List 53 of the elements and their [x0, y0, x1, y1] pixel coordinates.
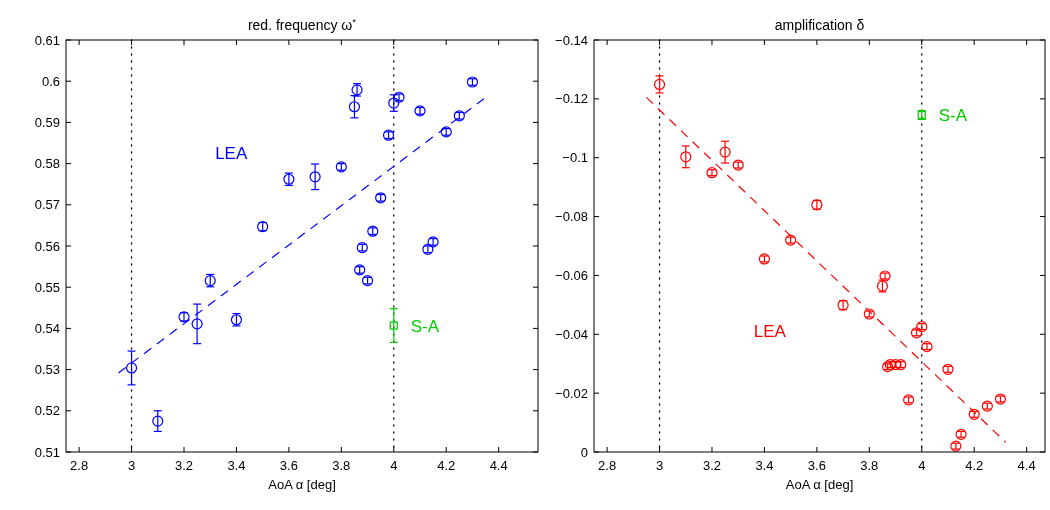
y-tick-label: −0.12 — [555, 91, 588, 107]
x-tick-label: 3.4 — [755, 458, 774, 473]
point — [389, 321, 398, 330]
x-tick-label: 3.6 — [807, 458, 826, 473]
x-tick-label: 2.8 — [598, 458, 617, 473]
x-tick-label: 3 — [655, 458, 664, 473]
series-label: S-A — [938, 106, 968, 126]
point — [191, 318, 203, 330]
y-tick-label: 0.51 — [34, 444, 60, 460]
y-tick-label: 0.58 — [34, 156, 60, 172]
x-tick-label: 4 — [390, 458, 398, 473]
x-tick-label: 4.2 — [965, 458, 984, 473]
y-tick-label: −0.06 — [555, 267, 588, 283]
text: LEA — [215, 144, 248, 164]
x-axis-title: AoA α [deg] — [268, 477, 336, 492]
point — [125, 362, 138, 374]
x-axis-title: AoA α [deg] — [785, 477, 854, 492]
point — [348, 101, 361, 113]
x-tick-label: 3 — [127, 458, 136, 473]
x-tick-label: 4.4 — [1017, 458, 1036, 473]
y-tick-label: 0.57 — [34, 197, 60, 213]
y-tick-label: 0 — [580, 444, 588, 460]
y-tick-label: −0.02 — [555, 385, 588, 401]
y-tick-label: 0.56 — [34, 238, 60, 254]
y-tick-label: 0.55 — [34, 279, 60, 295]
x-tick-label: 4.4 — [489, 458, 508, 473]
y-tick-label: 0.53 — [34, 362, 60, 378]
x-tick-label: 2.8 — [70, 458, 89, 473]
point — [152, 415, 164, 427]
text: LEA — [753, 321, 787, 341]
chart-title: red. frequency ω$^{*}$ — [247, 15, 357, 33]
point — [680, 151, 692, 163]
y-tick-label: 0.54 — [34, 320, 60, 336]
y-tick-label: −0.14 — [555, 32, 588, 48]
y-tick-label: 0.59 — [34, 114, 60, 130]
series-label: S-A — [410, 316, 440, 336]
y-tick-label: 0.61 — [34, 32, 60, 48]
y-tick-label: −0.08 — [555, 209, 588, 225]
y-tick-label: −0.04 — [555, 326, 588, 342]
x-tick-label: 3.8 — [332, 458, 351, 473]
x-tick-label: 3.2 — [174, 458, 194, 473]
x-tick-label: 4.2 — [437, 458, 456, 473]
y-tick-label: 0.6 — [41, 73, 60, 89]
x-tick-label: 3.8 — [860, 458, 879, 473]
y-tick-label: 0.52 — [34, 403, 60, 419]
chart-title: amplification δ — [774, 17, 865, 33]
point — [719, 146, 731, 158]
x-tick-label: 3.6 — [279, 458, 298, 473]
y-tick-label: −0.1 — [562, 150, 588, 166]
x-tick-label: 4 — [918, 458, 926, 473]
x-tick-label: 3.4 — [227, 458, 246, 473]
point — [309, 171, 321, 183]
x-tick-label: 3.2 — [702, 458, 722, 473]
